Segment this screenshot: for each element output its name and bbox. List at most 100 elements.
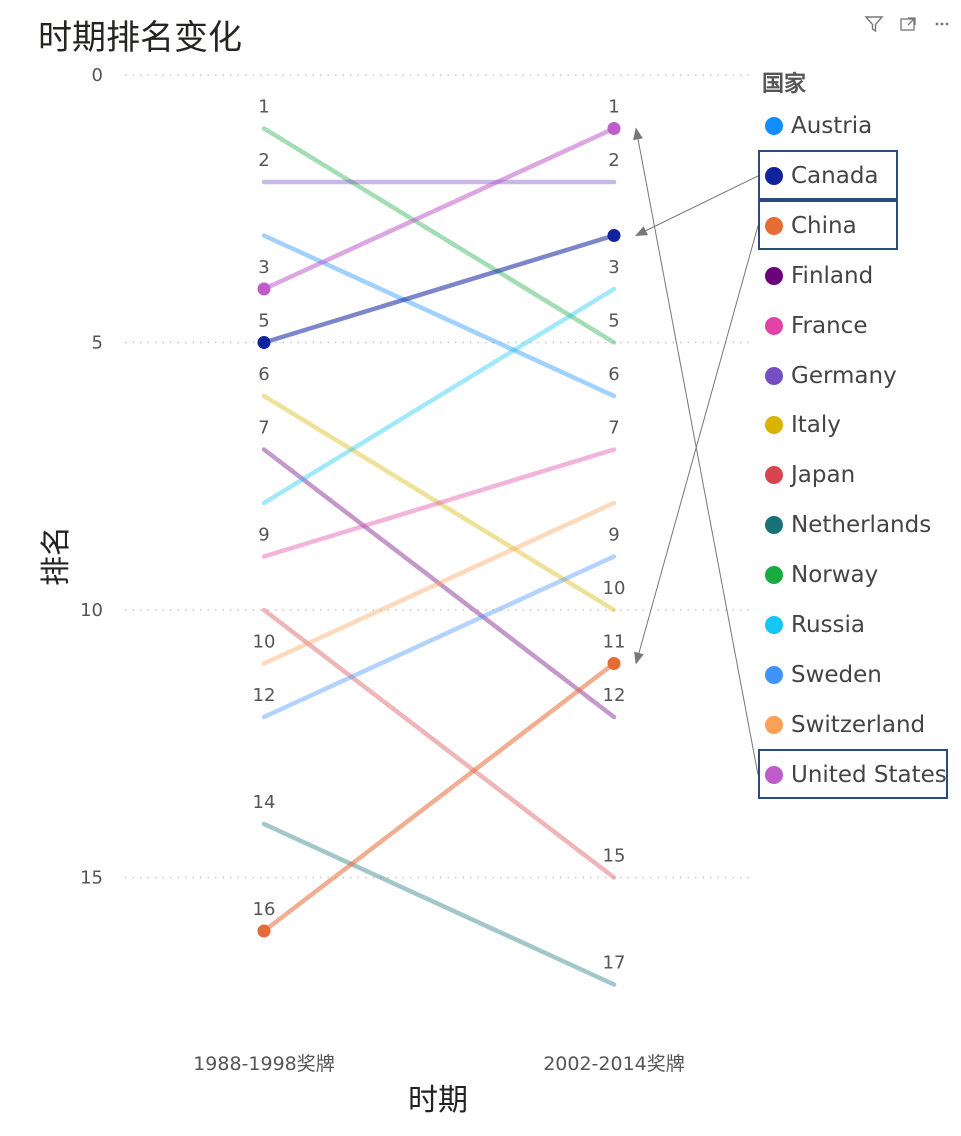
legend-marker — [765, 466, 783, 485]
legend-item-finland[interactable]: Finland — [762, 256, 873, 296]
series-line-netherlands[interactable] — [261, 821, 617, 987]
x-tick-label: 1988-1998奖牌 — [193, 1053, 335, 1075]
x-axis-title: 时期 — [408, 1083, 468, 1118]
data-label-russia: 3 — [608, 257, 619, 278]
legend-label: Netherlands — [791, 512, 932, 539]
data-point-china[interactable] — [607, 657, 621, 670]
legend-label: Switzerland — [791, 711, 926, 738]
legend-item-germany[interactable]: Germany — [762, 356, 897, 396]
data-label-japan: 15 — [603, 846, 626, 867]
legend-marker — [765, 117, 783, 135]
legend-item-netherlands[interactable]: Netherlands — [762, 505, 931, 545]
highlight-box-canada — [758, 149, 898, 200]
data-label-finland: 12 — [603, 685, 626, 706]
data-label-norway: 5 — [608, 311, 619, 332]
data-label-china: 16 — [253, 899, 276, 920]
legend-label: Italy — [791, 412, 841, 439]
data-point-china[interactable] — [257, 924, 271, 938]
legend-label: Germany — [791, 362, 897, 389]
more-options-icon[interactable] — [931, 14, 953, 36]
series-line-norway[interactable] — [261, 126, 617, 345]
annotation-arrow-united-states — [633, 127, 759, 775]
y-tick-label: 5 — [92, 333, 103, 354]
legend-marker — [765, 366, 783, 385]
legend-label: China — [791, 212, 857, 239]
legend-item-france[interactable]: France — [762, 306, 867, 346]
legend-item-canada[interactable]: Canada — [762, 156, 879, 196]
data-point-united-states[interactable] — [607, 122, 621, 135]
series-line-finland[interactable] — [261, 447, 617, 720]
legend-marker — [765, 516, 783, 535]
y-tick-label: 0 — [92, 65, 103, 86]
data-label-switzerland: 10 — [253, 632, 276, 653]
legend-item-united-states[interactable]: United States — [762, 755, 947, 795]
legend-label: Finland — [791, 262, 874, 289]
legend-label: Canada — [791, 162, 879, 189]
legend-label: Russia — [791, 612, 865, 638]
legend-title: 国家 — [762, 72, 807, 97]
series-line-china[interactable] — [261, 661, 617, 934]
legend: 国家 Austria Canada China Finland France German… — [758, 66, 948, 799]
data-label-italy: 10 — [603, 578, 626, 599]
x-tick-label: 2002-2014奖牌 — [543, 1053, 685, 1075]
series-line-france[interactable] — [261, 447, 617, 559]
annotation-arrow-canada — [635, 175, 759, 236]
legend-label: United States — [791, 761, 947, 788]
legend-label: Sweden — [791, 661, 882, 688]
legend-marker — [765, 616, 783, 634]
data-point-canada[interactable] — [607, 229, 621, 242]
legend-item-norway[interactable]: Norway — [762, 555, 878, 595]
legend-item-russia[interactable]: Russia — [762, 605, 865, 645]
data-label-italy: 6 — [258, 364, 269, 385]
series-line-japan[interactable] — [261, 607, 617, 880]
data-label-sweden: 9 — [608, 525, 619, 546]
data-label-finland: 7 — [258, 418, 269, 439]
annotation-arrow-china — [634, 225, 759, 665]
legend-item-italy[interactable]: Italy — [762, 405, 841, 445]
data-label-france: 7 — [608, 418, 619, 439]
series-line-sweden[interactable] — [261, 554, 617, 720]
legend-label: France — [791, 312, 868, 339]
series-line-switzerland[interactable] — [261, 500, 617, 666]
data-point-united-states[interactable] — [257, 282, 271, 296]
legend-marker — [765, 765, 783, 784]
y-axis-title: 排名 — [39, 526, 74, 586]
legend-item-japan[interactable]: Japan — [762, 455, 855, 495]
data-label-china: 11 — [603, 632, 626, 653]
legend-item-switzerland[interactable]: Switzerland — [762, 705, 925, 745]
y-tick-label: 10 — [80, 600, 103, 621]
visual-header-toolbar — [863, 14, 953, 36]
legend-marker — [765, 416, 783, 435]
series-line-russia[interactable] — [261, 286, 617, 506]
legend-marker — [765, 566, 783, 585]
series-line-austria[interactable] — [261, 233, 617, 399]
data-label-canada: 5 — [258, 311, 269, 332]
series-line-italy[interactable] — [261, 393, 617, 613]
legend-marker — [765, 665, 783, 684]
legend-item-sweden[interactable]: Sweden — [762, 655, 882, 695]
legend-item-china[interactable]: China — [762, 206, 857, 246]
focus-mode-icon[interactable] — [897, 14, 919, 36]
legend-marker — [765, 166, 783, 185]
highlight-box-united-states — [758, 748, 948, 799]
data-label-france: 9 — [258, 525, 269, 546]
legend-item-austria[interactable]: Austria — [762, 106, 872, 146]
data-label-norway: 1 — [258, 97, 269, 118]
data-label-austria: 6 — [608, 364, 619, 385]
chart-title: 时期排名变化 — [38, 18, 242, 58]
data-label-netherlands: 17 — [603, 953, 626, 974]
y-tick-label: 15 — [80, 868, 103, 889]
legend-marker — [765, 266, 783, 285]
series-line-canada[interactable] — [261, 233, 617, 345]
legend-label: Austria — [791, 113, 873, 139]
filter-icon[interactable] — [863, 14, 885, 36]
data-label-netherlands: 14 — [253, 792, 276, 813]
series-line-united-states[interactable] — [261, 126, 617, 292]
data-point-canada[interactable] — [257, 336, 271, 349]
legend-label: Norway — [791, 562, 879, 589]
data-label-sweden: 12 — [253, 685, 276, 706]
legend-marker — [765, 216, 783, 235]
data-label-germany: 2 — [258, 150, 269, 171]
highlight-box-china — [758, 199, 898, 250]
